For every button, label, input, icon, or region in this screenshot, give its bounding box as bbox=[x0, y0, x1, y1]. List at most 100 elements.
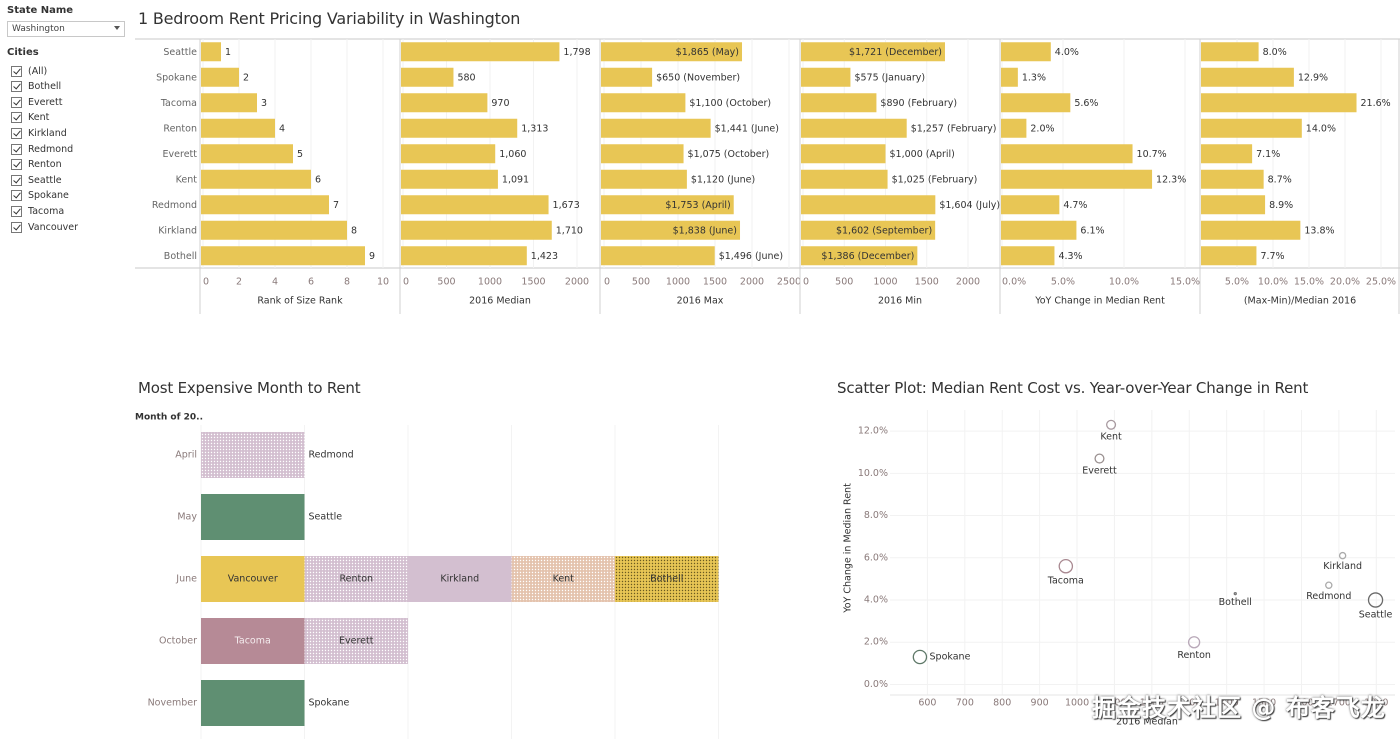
segment-label: Kirkland bbox=[440, 574, 479, 585]
bar-value-label: $1,100 (October) bbox=[689, 98, 771, 109]
checkbox-checked-icon[interactable] bbox=[11, 159, 22, 171]
bar-value-label: 8.9% bbox=[1269, 200, 1293, 211]
bar-tacoma bbox=[801, 93, 877, 113]
x-tick-label: 10.0% bbox=[1109, 277, 1139, 288]
city-checkbox-spokane[interactable]: Spokane bbox=[11, 189, 69, 203]
chevron-down-icon bbox=[114, 26, 120, 30]
city-checkbox-bothell[interactable]: Bothell bbox=[11, 80, 61, 94]
row-label-bothell: Bothell bbox=[164, 251, 197, 262]
month-label-april: April bbox=[175, 450, 197, 461]
bar-everett bbox=[801, 144, 886, 164]
state-dropdown[interactable]: Washington bbox=[7, 21, 125, 37]
checkbox-checked-icon[interactable] bbox=[11, 81, 22, 93]
checkbox-label: Redmond bbox=[28, 143, 74, 155]
point-everett[interactable] bbox=[1094, 453, 1105, 464]
point-redmond[interactable] bbox=[1325, 581, 1333, 589]
city-checkbox-renton[interactable]: Renton bbox=[11, 158, 62, 172]
checkbox-checked-icon[interactable] bbox=[11, 127, 22, 139]
panel--max-min--median-2016: 8.0% 12.9% 21.6% 14.0% 7.1% 8.7% 8.9% 13.8% 7.7%… bbox=[1199, 39, 1396, 314]
checkbox-checked-icon[interactable] bbox=[11, 174, 22, 186]
city-checkbox-tacoma[interactable]: Tacoma bbox=[11, 204, 64, 218]
city-checkbox-all[interactable]: (All) bbox=[11, 64, 47, 78]
x-axis-title: 2016 Median bbox=[469, 296, 531, 307]
point-label: Kirkland bbox=[1323, 561, 1362, 572]
bar-value-label: 1,060 bbox=[499, 149, 526, 160]
bar-value-label: $1,865 (May) bbox=[676, 47, 739, 58]
checkbox-checked-icon[interactable] bbox=[11, 221, 22, 233]
bar-value-label: 4.3% bbox=[1058, 251, 1082, 262]
city-checkbox-seattle[interactable]: Seattle bbox=[11, 173, 62, 187]
checkbox-label: Vancouver bbox=[28, 221, 79, 233]
bar-value-label: $1,025 (February) bbox=[892, 174, 978, 185]
bar-tacoma bbox=[201, 93, 257, 113]
city-checkbox-redmond[interactable]: Redmond bbox=[11, 142, 73, 156]
bar-value-label: $1,753 (April) bbox=[665, 200, 730, 211]
x-tick-label: 1600 bbox=[1289, 698, 1313, 709]
city-checkbox-vancouver[interactable]: Vancouver bbox=[11, 220, 78, 234]
checkbox-label: Spokane bbox=[28, 190, 69, 202]
cities-filter-label: Cities bbox=[7, 47, 39, 58]
month-stacked-bar-chart: Month of 20.. April Redmond May Seattle June V… bbox=[135, 413, 719, 739]
month-label-november: November bbox=[148, 698, 198, 709]
point-seattle[interactable] bbox=[1367, 592, 1384, 608]
city-checkbox-kent[interactable]: Kent bbox=[11, 111, 49, 125]
checkbox-checked-icon[interactable] bbox=[11, 205, 22, 217]
bar-value-label: 1,798 bbox=[563, 47, 590, 58]
bar-bothell bbox=[401, 246, 527, 266]
x-tick-label: 2000 bbox=[565, 277, 589, 288]
bar-kent bbox=[801, 169, 888, 189]
x-tick-label: 1000 bbox=[478, 277, 502, 288]
x-tick-label: 0 bbox=[403, 277, 409, 288]
bar-value-label: $1,602 (September) bbox=[836, 225, 932, 236]
checkbox-checked-icon[interactable] bbox=[11, 65, 22, 77]
bar-spokane bbox=[801, 67, 851, 87]
x-tick-label: 10 bbox=[377, 277, 389, 288]
month-label-october: October bbox=[159, 636, 197, 647]
bar-seattle bbox=[401, 42, 560, 62]
point-kent[interactable] bbox=[1106, 419, 1117, 430]
segment-tacoma bbox=[201, 618, 305, 664]
checkbox-checked-icon[interactable] bbox=[11, 190, 22, 202]
bar-kirkland bbox=[1001, 220, 1077, 240]
point-spokane[interactable] bbox=[912, 649, 928, 665]
bar-kent bbox=[601, 169, 687, 189]
segment-redmond bbox=[201, 432, 305, 478]
point-kirkland[interactable] bbox=[1338, 551, 1347, 560]
x-tick-label: 5.0% bbox=[1225, 277, 1249, 288]
bar-value-label: 1.3% bbox=[1022, 72, 1046, 83]
checkbox-checked-icon[interactable] bbox=[11, 143, 22, 155]
bar-value-label: 1,091 bbox=[502, 174, 529, 185]
bar-seattle bbox=[201, 42, 221, 62]
city-checkbox-kirkland[interactable]: Kirkland bbox=[11, 126, 67, 140]
bar-bothell bbox=[1001, 246, 1055, 266]
y-tick-label: 0.0% bbox=[864, 679, 888, 690]
point-bothell[interactable] bbox=[1233, 592, 1237, 596]
x-tick-label: 1100 bbox=[1102, 698, 1126, 709]
point-renton[interactable] bbox=[1187, 636, 1201, 649]
x-tick-label: 0 bbox=[203, 277, 209, 288]
bar-renton bbox=[1201, 118, 1302, 138]
bar-kirkland bbox=[601, 220, 741, 240]
x-tick-label: 1500 bbox=[703, 277, 727, 288]
x-tick-label: 1800 bbox=[1364, 698, 1388, 709]
x-tick-label: 2000 bbox=[956, 277, 980, 288]
bar-value-label: 8 bbox=[351, 225, 357, 236]
checkbox-label: (All) bbox=[28, 65, 48, 77]
bar-seattle bbox=[801, 42, 945, 62]
bar-everett bbox=[601, 144, 684, 164]
bar-value-label: $1,604 (July) bbox=[939, 200, 1000, 211]
state-dropdown-value: Washington bbox=[12, 24, 65, 34]
checkbox-checked-icon[interactable] bbox=[11, 96, 22, 108]
point-tacoma[interactable] bbox=[1058, 558, 1074, 574]
x-tick-label: 15.0% bbox=[1294, 277, 1324, 288]
checkbox-checked-icon[interactable] bbox=[11, 112, 22, 124]
x-axis-title: YoY Change in Median Rent bbox=[1034, 296, 1165, 307]
x-axis-title: 2016 Median bbox=[1116, 717, 1178, 728]
x-tick-label: 500 bbox=[437, 277, 455, 288]
x-tick-label: 0 bbox=[803, 277, 809, 288]
bar-renton bbox=[1001, 118, 1027, 138]
state-filter-label: State Name bbox=[7, 5, 74, 16]
x-tick-label: 20.0% bbox=[1330, 277, 1360, 288]
city-checkbox-everett[interactable]: Everett bbox=[11, 95, 62, 109]
row-label-redmond: Redmond bbox=[152, 200, 197, 211]
